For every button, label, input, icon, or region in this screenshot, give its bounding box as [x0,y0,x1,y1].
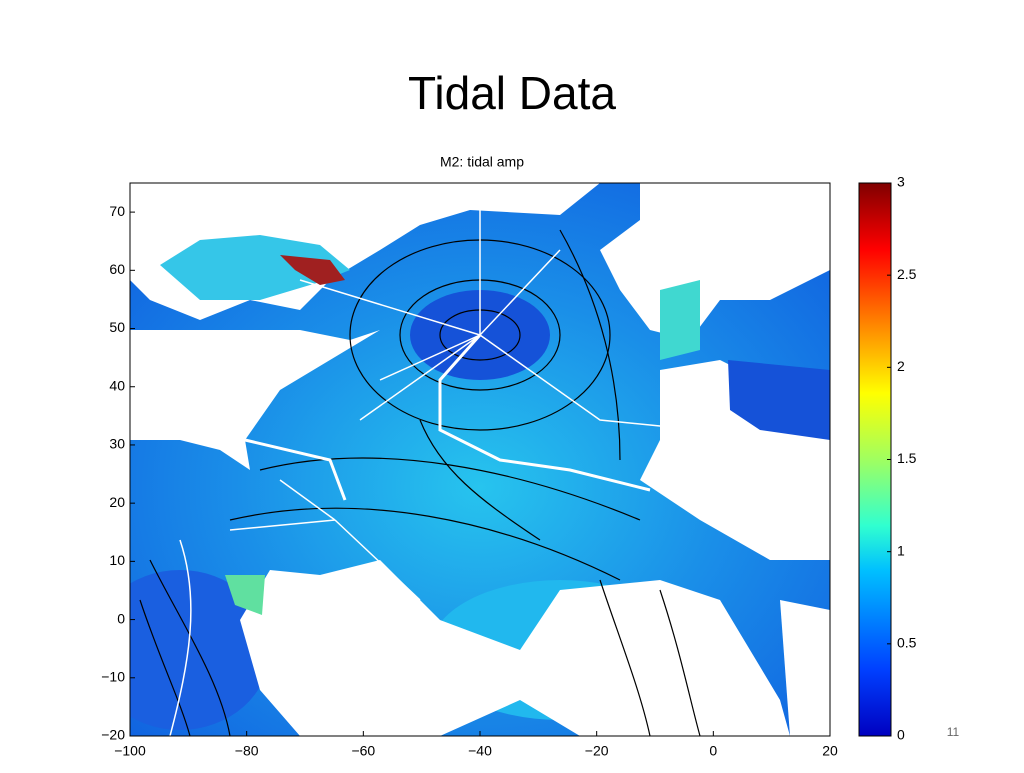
y-tick-label: 10 [109,552,125,568]
y-tick-label: 40 [109,377,125,393]
colorbar-tick-label: 1.5 [897,450,917,466]
y-tick-label: 50 [109,319,125,335]
colorbar-tick-label: 1 [897,542,905,558]
x-tick-label: −80 [235,743,259,759]
colorbar [858,182,892,737]
y-tick-label: 20 [109,494,125,510]
colorbar-tick-label: 0.5 [897,635,917,651]
colorbar-tick-label: 2 [897,358,905,374]
x-tick-label: −60 [351,743,375,759]
x-tick-label: 20 [822,743,838,759]
chart-title: M2: tidal amp [440,154,524,170]
y-tick-label: −20 [101,727,125,743]
y-tick-label: 70 [109,203,125,219]
colorbar-tick-label: 3 [897,174,905,190]
x-tick-label: 0 [709,743,717,759]
slide-number: 11 [947,725,960,739]
map [130,183,830,736]
x-tick-label: −20 [585,743,609,759]
y-tick-label: −10 [101,668,125,684]
x-tick-label: −100 [114,743,146,759]
y-tick-label: 60 [109,261,125,277]
colorbar-tick-label: 2.5 [897,266,917,282]
x-tick-label: −40 [468,743,492,759]
y-tick-label: 30 [109,436,125,452]
slide-title: Tidal Data [408,67,616,119]
y-tick-label: 0 [117,610,125,626]
colorbar-tick-label: 0 [897,727,905,743]
